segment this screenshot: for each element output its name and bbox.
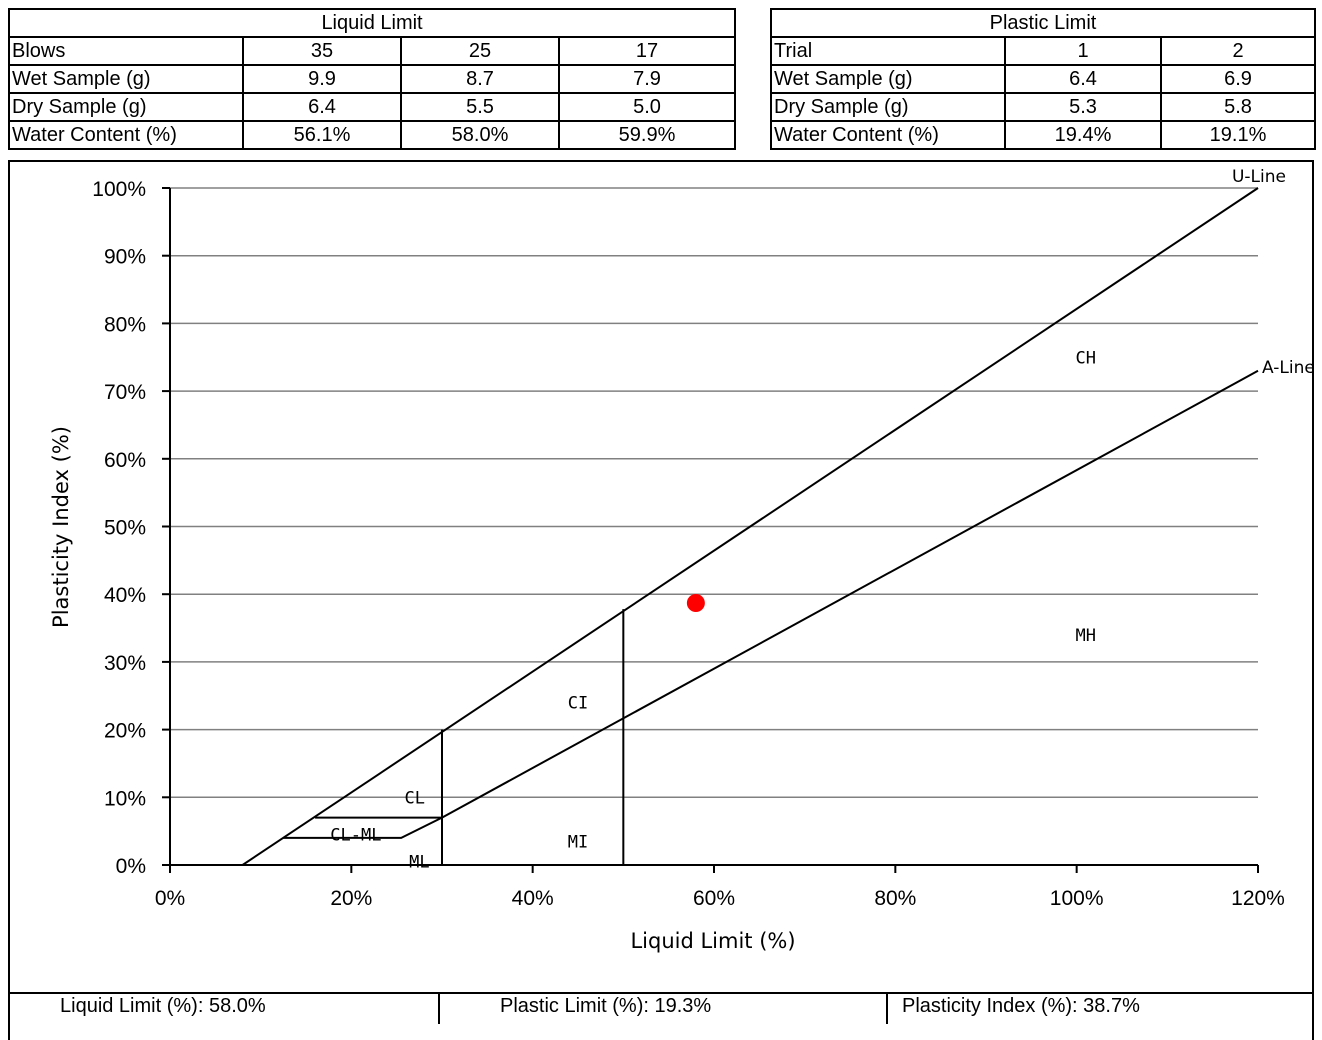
row-label: Blows: [8, 36, 244, 66]
table-row: Dry Sample (g) 5.3 5.8: [770, 92, 1316, 122]
gridlines: [170, 187, 1258, 799]
y-axis-label: Plasticity Index (%): [49, 426, 73, 628]
table-row: Blows 35 25 17: [8, 36, 737, 66]
cell: 59.9%: [557, 120, 737, 150]
table-row: Water Content (%) 19.4% 19.1%: [770, 120, 1316, 150]
cell: 58.0%: [400, 120, 560, 150]
y-tick-label: 20%: [104, 720, 146, 743]
cell: 35: [242, 36, 402, 66]
row-label: Wet Sample (g): [8, 64, 244, 94]
row-label: Dry Sample (g): [770, 92, 1006, 122]
plastic-limit-table: Plastic Limit Trial 1 2 Wet Sample (g) 6…: [770, 8, 1316, 150]
summary-divider: [438, 994, 441, 1024]
tick-labels: 0% 10% 20% 30% 40% 50% 60% 70% 80% 90% 100% 0% 20% 40…: [92, 178, 1285, 910]
y-tick-label: 50%: [104, 517, 146, 540]
x-tick-label: 100%: [1050, 887, 1104, 910]
cell: 9.9: [242, 64, 402, 94]
boundary-line: [283, 816, 443, 839]
region-labels: CH MH CI MI CL CL-ML ML: [330, 348, 1096, 872]
cell: 6.4: [1004, 64, 1162, 94]
x-tick-label: 40%: [512, 887, 554, 910]
summary-plasticity-index: Plasticity Index (%): 38.7%: [902, 994, 1140, 1024]
y-tick-label: 10%: [104, 787, 146, 810]
summary-divider: [886, 994, 889, 1024]
cell: 19.1%: [1160, 120, 1316, 150]
summary-liquid-limit: Liquid Limit (%): 58.0%: [60, 994, 266, 1024]
axes: [162, 187, 1259, 873]
summary-pi-label: Plasticity Index (%):: [902, 995, 1078, 1017]
x-tick-label: 120%: [1231, 887, 1285, 910]
chart-frame: [8, 160, 1314, 1040]
y-tick-label: 100%: [92, 178, 146, 201]
a-line: [441, 369, 1259, 819]
data-points: [686, 594, 705, 613]
summary-ll-label: Liquid Limit (%):: [60, 995, 204, 1017]
summary-ll-value: 58.0%: [208, 995, 266, 1017]
x-tick-label: 60%: [693, 887, 735, 910]
region-label-cl-ml: CL-ML: [330, 826, 381, 846]
liquid-limit-table: Liquid Limit Blows 35 25 17 Wet Sample (…: [7, 8, 737, 150]
cell: 2: [1160, 36, 1316, 66]
x-tick-label: 80%: [874, 887, 916, 910]
u-line: [241, 187, 1259, 866]
y-tick-label: 30%: [104, 652, 146, 675]
row-label: Wet Sample (g): [770, 64, 1006, 94]
y-tick-label: 0%: [116, 855, 146, 878]
row-label: Water Content (%): [8, 120, 244, 150]
table-row: Wet Sample (g) 9.9 8.7 7.9: [8, 64, 737, 94]
row-label: Water Content (%): [770, 120, 1006, 150]
cell: 19.4%: [1004, 120, 1162, 150]
region-label-cl: CL: [405, 788, 425, 808]
summary-plastic-limit: Plastic Limit (%): 19.3%: [500, 994, 711, 1024]
liquid-limit-table-title: Liquid Limit: [7, 8, 737, 38]
cell: 5.8: [1160, 92, 1316, 122]
summary-pi-value: 38.7%: [1083, 995, 1140, 1017]
u-line-label: U-Line: [1232, 167, 1286, 187]
y-tick-label: 80%: [104, 313, 146, 336]
y-tick-label: 70%: [104, 381, 146, 404]
cell: 17: [557, 36, 737, 66]
x-axis-label: Liquid Limit (%): [630, 929, 795, 953]
summary-pl-value: 19.3%: [654, 995, 712, 1017]
region-label-ml: ML: [409, 853, 429, 873]
cell: 7.9: [557, 64, 737, 94]
y-tick-label: 60%: [104, 449, 146, 472]
cell: 8.7: [400, 64, 560, 94]
row-label: Trial: [770, 36, 1006, 66]
cell: 25: [400, 36, 560, 66]
a-line-label: A-Line: [1262, 358, 1315, 378]
cell: 5.5: [400, 92, 560, 122]
region-label-ch: CH: [1075, 348, 1095, 368]
x-tick-label: 20%: [330, 887, 372, 910]
row-label: Dry Sample (g): [8, 92, 244, 122]
summary-pl-label: Plastic Limit (%):: [500, 995, 649, 1017]
region-label-mh: MH: [1075, 626, 1095, 646]
y-tick-label: 40%: [104, 584, 146, 607]
x-tick-label: 0%: [155, 887, 185, 910]
table-row: Wet Sample (g) 6.4 6.9: [770, 64, 1316, 94]
region-label-ci: CI: [568, 694, 588, 714]
cell: 6.9: [1160, 64, 1316, 94]
summary-bar: Liquid Limit (%): 58.0% Plastic Limit (%…: [8, 992, 1314, 1024]
cell: 5.0: [557, 92, 737, 122]
region-label-mi: MI: [568, 832, 588, 852]
y-tick-label: 90%: [104, 246, 146, 269]
cell: 1: [1004, 36, 1162, 66]
data-point: [686, 594, 705, 613]
cell: 6.4: [242, 92, 402, 122]
plasticity-chart: U-Line A-Line 0% 10% 20% 30% 40% 50% 60% 70% 80% 9…: [49, 167, 1315, 953]
table-row: Water Content (%) 56.1% 58.0% 59.9%: [8, 120, 737, 150]
table-row: Dry Sample (g) 6.4 5.5 5.0: [8, 92, 737, 122]
cell: 5.3: [1004, 92, 1162, 122]
table-row: Trial 1 2: [770, 36, 1316, 66]
plastic-limit-table-title: Plastic Limit: [770, 8, 1316, 38]
classification-lines: U-Line A-Line: [241, 167, 1315, 866]
cell: 56.1%: [242, 120, 402, 150]
